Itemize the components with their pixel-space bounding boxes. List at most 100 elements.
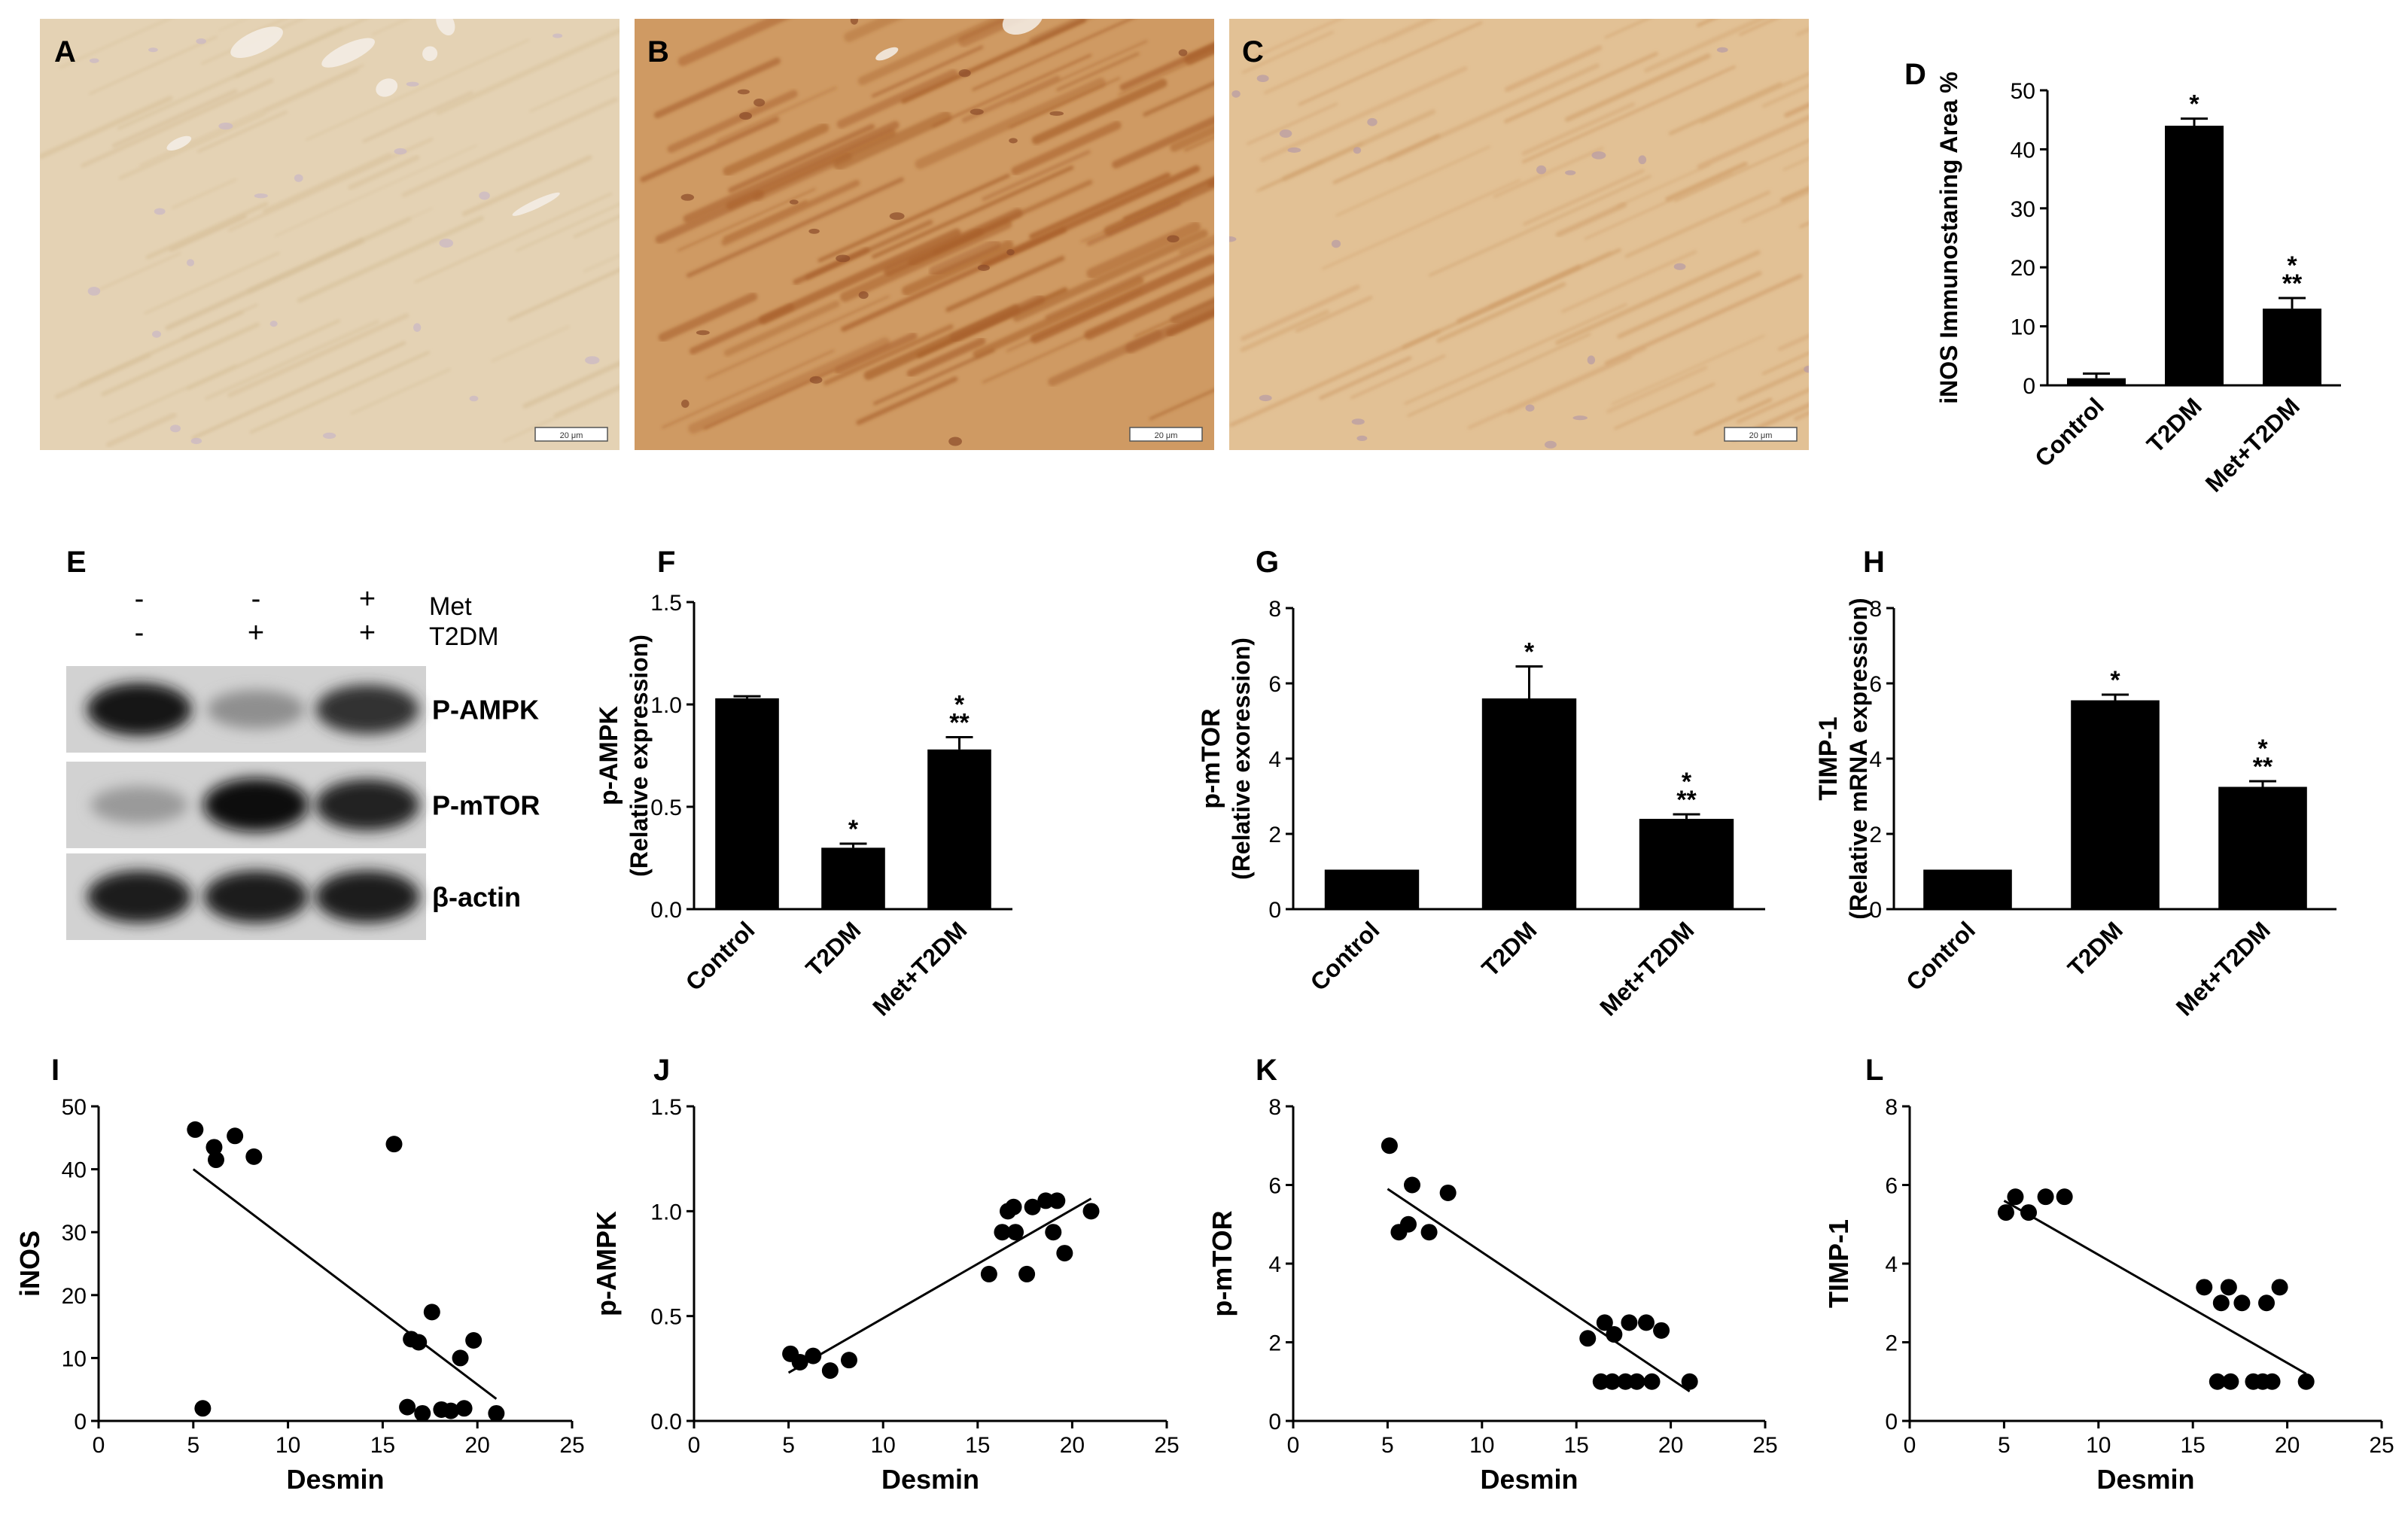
micrograph-nucleus xyxy=(1331,239,1341,248)
micrograph-fiber xyxy=(726,128,897,210)
data-point xyxy=(1997,1204,2014,1221)
micrograph-fiber xyxy=(1335,145,1491,217)
micrograph-nucleus xyxy=(218,122,233,130)
micrograph-fiber xyxy=(196,110,288,154)
bar xyxy=(2067,378,2126,385)
data-point xyxy=(488,1404,505,1422)
micrograph-fiber xyxy=(856,376,958,425)
micrograph-nucleus xyxy=(151,330,162,338)
y-tick-label: 6 xyxy=(1268,672,1281,697)
bar xyxy=(1923,869,2012,909)
micrograph-interstitial-space xyxy=(376,78,398,97)
data-point xyxy=(1439,1184,1457,1201)
micrograph-met-t2dm: 20 μm xyxy=(1229,19,1809,450)
y-tick-label: 0 xyxy=(1268,898,1281,923)
y-tick-label: 30 xyxy=(2011,197,2035,222)
x-category-label: Control xyxy=(1305,916,1385,996)
micrograph-fiber xyxy=(902,239,1014,296)
micrograph-fiber xyxy=(1523,169,1645,226)
x-tick-label: 25 xyxy=(1154,1433,1179,1458)
treatment-row-met: - - + Met xyxy=(135,583,473,621)
scale-bar xyxy=(1724,427,1798,442)
x-tick-label: 10 xyxy=(871,1433,896,1458)
significance-mark: * xyxy=(2287,251,2297,280)
micrograph-fiber xyxy=(929,239,1001,277)
data-point xyxy=(452,1349,469,1367)
micrograph-nucleus xyxy=(1673,263,1686,270)
micrograph-fiber xyxy=(205,319,379,400)
micrograph-fiber xyxy=(111,89,238,148)
micrograph-nucleus xyxy=(190,437,202,445)
micrograph-nucleus xyxy=(269,321,278,327)
y-tick-label: 8 xyxy=(1268,1095,1281,1120)
micrograph-fiber xyxy=(362,90,473,143)
micrograph-fiber xyxy=(958,19,1027,47)
micrograph-fiber xyxy=(306,38,530,141)
micrograph-fiber xyxy=(716,87,837,142)
data-point xyxy=(1681,1373,1698,1390)
micrograph-fiber xyxy=(583,254,620,273)
micrograph-fiber xyxy=(1737,365,1809,402)
micrograph-fiber xyxy=(1241,31,1335,74)
y-tick-label: 2 xyxy=(1268,823,1281,847)
micrograph-fiber xyxy=(59,19,172,69)
y-tick-label: 4 xyxy=(1268,1252,1281,1277)
panel-label-k: K xyxy=(1256,1054,1277,1087)
y-axis-title: iNOS xyxy=(14,1231,45,1297)
data-point xyxy=(1399,1215,1417,1233)
micrograph-fiber xyxy=(145,202,269,260)
x-axis-title: Desmin xyxy=(286,1464,384,1495)
y-axis-title: p-AMPK xyxy=(591,1211,622,1316)
bar xyxy=(2071,700,2160,909)
micrograph-fiber xyxy=(1504,45,1603,93)
x-category-label: Met+T2DM xyxy=(1594,916,1699,1021)
micrograph-fiber xyxy=(1112,116,1214,169)
x-tick-label: 25 xyxy=(2369,1433,2394,1458)
panel-label-g: G xyxy=(1256,546,1279,579)
micrograph-fiber xyxy=(1606,366,1708,414)
regression-line xyxy=(787,1197,1092,1374)
micrograph-nucleus xyxy=(1638,155,1647,165)
bar xyxy=(821,847,885,909)
significance-mark: * xyxy=(2110,666,2120,695)
data-point xyxy=(1621,1314,1638,1331)
micrograph-nucleus xyxy=(1259,394,1272,402)
y-tick-label: 0 xyxy=(2023,374,2035,399)
micrograph-fiber xyxy=(262,152,392,214)
sign-t2dm-lane1: - xyxy=(135,617,145,649)
chart-p-mtor-vs-desmin: 0 2 4 6 8 0 5 10 15 20 25 Desmin p-mTOR xyxy=(1207,1095,1778,1495)
micrograph-fiber xyxy=(297,215,485,303)
scale-bar xyxy=(534,427,608,442)
micrograph-nucleus xyxy=(1716,47,1728,53)
significance-mark: * xyxy=(954,691,965,719)
micrograph-nucleus xyxy=(412,323,422,332)
micrograph-fiber xyxy=(315,207,434,262)
micrograph-fiber xyxy=(1507,355,1633,414)
micrograph-nucleus xyxy=(154,208,166,215)
x-tick-label: 20 xyxy=(465,1433,490,1458)
micrograph-interstitial-space xyxy=(875,47,899,61)
data-point xyxy=(1603,1373,1621,1390)
micrograph-fiber xyxy=(503,388,620,443)
micrograph-fiber xyxy=(1604,19,1650,39)
y-tick-label: 10 xyxy=(2011,315,2035,340)
y-tick-label: 8 xyxy=(1268,597,1281,622)
micrograph-nucleus xyxy=(89,58,99,63)
micrograph-fiber xyxy=(915,78,1106,169)
x-tick-label: 15 xyxy=(1564,1433,1589,1458)
panel-label-b: B xyxy=(647,35,669,68)
data-point xyxy=(2297,1373,2315,1390)
micrograph-nucleus xyxy=(1536,165,1547,175)
micrograph-fiber xyxy=(1321,179,1521,270)
micrograph-fiber xyxy=(945,255,1065,312)
y-tick-label: 4 xyxy=(1869,747,1882,772)
blot-band xyxy=(203,870,309,923)
micrograph-fiber xyxy=(1694,397,1773,436)
micrograph-fiber xyxy=(1298,21,1483,106)
data-point xyxy=(207,1151,224,1169)
micrograph-fiber xyxy=(1332,134,1440,184)
micrograph-fiber xyxy=(1555,202,1627,237)
micrograph-texture xyxy=(1229,19,1809,450)
treatment-label-met: Met xyxy=(429,592,472,621)
